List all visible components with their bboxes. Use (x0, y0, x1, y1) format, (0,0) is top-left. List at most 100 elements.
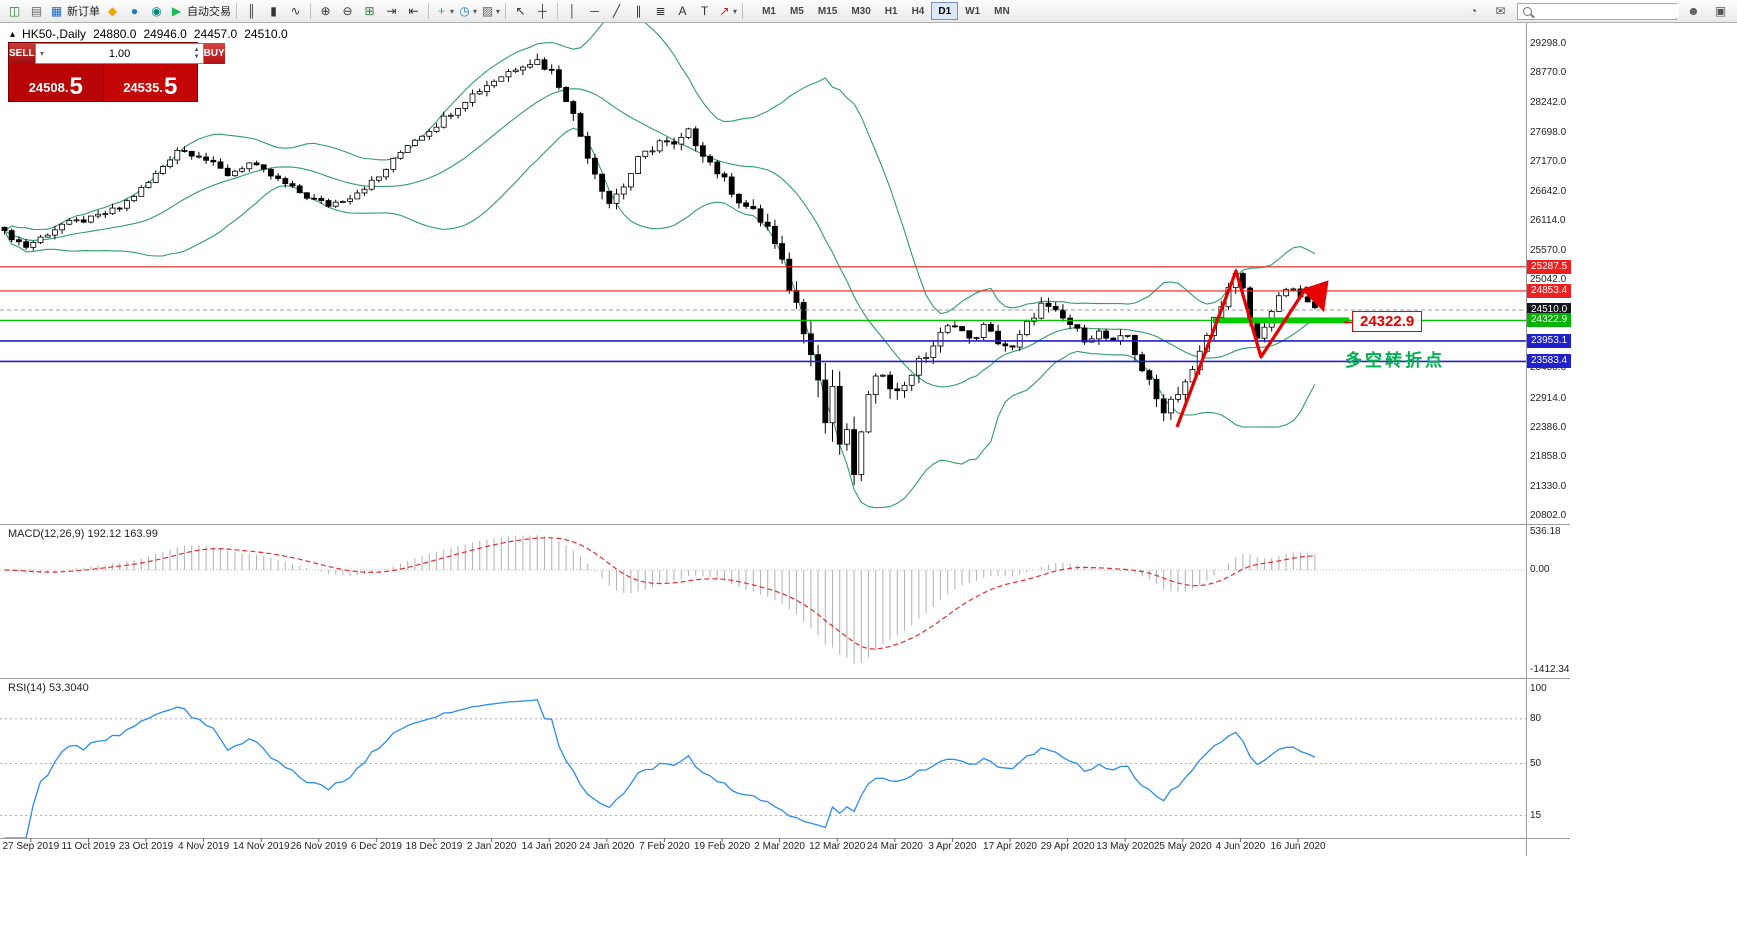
date-label: 23 Oct 2019 (118, 841, 174, 852)
mail-icon: ✉ (1495, 4, 1506, 18)
bar-chart-button[interactable]: ║ (241, 2, 262, 21)
timeframe-h4[interactable]: H4 (905, 2, 932, 20)
metaquotes-icon: ◆ (107, 4, 118, 18)
spinner-down-icon[interactable]: ▼ (193, 53, 200, 60)
trade-panel-prices: 24508. 5 24535. 5 (9, 64, 197, 101)
line-chart-button[interactable]: ∿ (285, 2, 306, 21)
date-label: 19 Feb 2020 (693, 841, 751, 852)
trend-arrow-drawing[interactable] (1175, 269, 1329, 428)
text-label-icon: T (700, 4, 709, 18)
community-icon: ● (130, 4, 139, 18)
alert-icon: ◔ (1469, 4, 1478, 18)
zoom-out-icon: ⊖ (342, 4, 353, 18)
macd-scale-label: 536.18 (1530, 526, 1561, 538)
timeframe-m1[interactable]: M1 (755, 2, 783, 20)
buy-price-main: 24535. (123, 80, 163, 95)
search-box (1517, 2, 1679, 20)
macd-scale-label: -1412.34 (1530, 663, 1570, 675)
crosshair-button[interactable]: ┼ (532, 2, 553, 21)
price-axis-label: 28770.0 (1530, 67, 1567, 79)
chart-window-button[interactable]: ◫ (4, 2, 25, 21)
timeframe-w1[interactable]: W1 (958, 2, 987, 20)
timeframe-m15[interactable]: M15 (811, 2, 844, 20)
buy-price[interactable]: 24535. 5 (104, 64, 198, 101)
volume-spinner[interactable]: ▲ ▼ (191, 47, 203, 61)
chevron-down-icon: ▾ (733, 6, 738, 16)
auto-scroll-button[interactable]: ⇥ (381, 2, 402, 21)
sell-price-main: 24508. (28, 80, 69, 95)
tile-windows-button[interactable]: ⊞ (359, 2, 380, 21)
timeframe-h1[interactable]: H1 (878, 2, 905, 20)
date-label: 11 Oct 2019 (61, 841, 116, 852)
spinner-up-icon[interactable]: ▲ (193, 46, 200, 53)
cursor-icon: ↖ (515, 4, 526, 18)
date-label: 12 Mar 2020 (809, 841, 866, 852)
fibonacci-button[interactable]: ≣ (650, 2, 671, 21)
indicators-icon: + (437, 4, 445, 18)
trade-panel-controls: SELL ▾ ▲▼ BUY (9, 43, 225, 64)
equidistant-channel-button[interactable]: ∥ (628, 2, 649, 21)
trendline-button[interactable]: ╱ (606, 2, 627, 21)
toolbar-separator (236, 3, 237, 19)
one-click-panel-toggle-icon[interactable]: ▴ (10, 28, 16, 40)
text-label-button[interactable]: T (694, 2, 715, 21)
sell-button[interactable]: SELL (9, 43, 35, 64)
price-callout-box[interactable]: 24322.9 (1352, 311, 1423, 332)
buy-price-big-digit: 5 (163, 73, 178, 100)
candlestick-series (1, 53, 1318, 486)
timeframe-d1[interactable]: D1 (931, 2, 959, 20)
toolbar-separator (742, 3, 744, 19)
support-zone-drawing[interactable] (1213, 317, 1349, 324)
timeframe-m5[interactable]: M5 (783, 2, 811, 20)
account-button[interactable]: ☻ (1683, 2, 1704, 21)
symbol-search-input[interactable] (1537, 4, 1679, 18)
profiles-button[interactable]: ▤ (26, 2, 47, 21)
volume-input[interactable] (48, 45, 191, 62)
date-label: 29 Apr 2020 (1040, 841, 1095, 852)
macd-panel (0, 535, 1526, 664)
price-badge: 24510.0 (1527, 303, 1572, 317)
zoom-out-button[interactable]: ⊖ (337, 2, 358, 21)
timeframe-toolbar: M1 M5 M15 M30 H1 H4 D1 W1 MN (755, 2, 1017, 20)
arrows-tool-button[interactable]: ↗ ▾ (716, 2, 738, 21)
price-axis-label: 25570.0 (1530, 245, 1567, 257)
horizontal-line-objects[interactable] (0, 266, 1526, 363)
alert-button[interactable]: ◔ (1463, 2, 1484, 21)
turning-point-text[interactable]: 多空转折点 (1345, 351, 1445, 370)
price-axis-label: 21330.0 (1530, 480, 1567, 492)
fibonacci-icon: ≣ (655, 4, 666, 18)
rsi-scale-label: 15 (1530, 809, 1542, 821)
periods-button[interactable]: ◷ ▾ (456, 2, 478, 21)
chat-button[interactable]: ▣ (1710, 2, 1731, 21)
profiles-icon: ▤ (30, 4, 43, 18)
market-icon: ◉ (151, 4, 162, 18)
chart-shift-button[interactable]: ⇤ (403, 2, 424, 21)
chart-low-value: 24457.0 (193, 27, 238, 41)
date-label: 27 Sep 2019 (2, 841, 60, 852)
buy-button[interactable]: BUY (203, 43, 225, 64)
templates-button[interactable]: ▨ ▾ (479, 2, 501, 21)
sell-price[interactable]: 24508. 5 (9, 64, 104, 101)
vertical-line-button[interactable]: │ (562, 2, 583, 21)
timeframe-m30[interactable]: M30 (844, 2, 877, 20)
autotrading-button[interactable]: ▶ 自动交易 (168, 2, 232, 21)
equidistant-channel-icon: ∥ (635, 4, 642, 18)
metaquotes-button[interactable]: ◆ (102, 2, 123, 21)
mail-button[interactable]: ✉ (1490, 2, 1511, 21)
macd-scale-label: 0.00 (1530, 564, 1550, 575)
candlestick-chart-button[interactable]: ▮ (263, 2, 284, 21)
community-button[interactable]: ● (124, 2, 145, 21)
timeframe-mn[interactable]: MN (987, 2, 1017, 20)
bollinger-bands (4, 23, 1316, 509)
text-button[interactable]: A (672, 2, 693, 21)
sell-price-big-digit: 5 (69, 73, 83, 100)
new-order-button[interactable]: ▦ 新订单 (48, 2, 101, 21)
volume-dropdown-icon[interactable]: ▾ (40, 49, 45, 58)
horizontal-line-button[interactable]: ─ (584, 2, 605, 21)
line-chart-icon: ∿ (290, 4, 301, 18)
cursor-button[interactable]: ↖ (510, 2, 531, 21)
indicators-button[interactable]: + ▾ (433, 2, 455, 21)
zoom-in-button[interactable]: ⊕ (315, 2, 336, 21)
market-button[interactable]: ◉ (146, 2, 167, 21)
